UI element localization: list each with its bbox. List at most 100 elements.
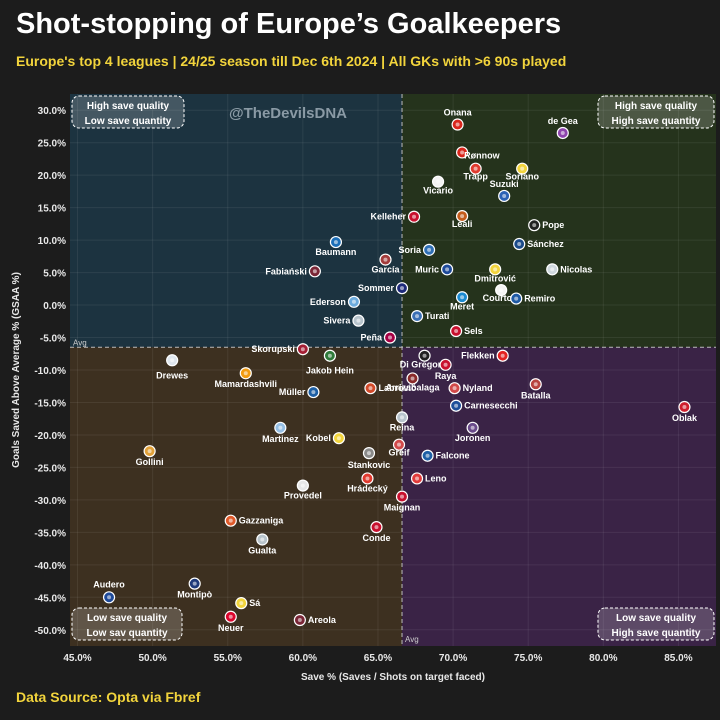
avg-label-horizontal: Avg xyxy=(73,338,87,347)
data-points: Onana de Gea Rønnow Trapp Soriano Vicario Suzu… xyxy=(93,108,698,633)
data-point: Reina xyxy=(390,411,416,432)
point-label: Rønnow xyxy=(464,150,500,160)
point-label: Maignan xyxy=(384,503,421,513)
data-point: Montipò xyxy=(177,577,213,600)
point-badge-center xyxy=(312,269,317,274)
data-point: Oblak xyxy=(672,400,698,423)
point-badge-center xyxy=(493,267,498,272)
point-badge-center xyxy=(533,382,538,387)
data-point: Sommer xyxy=(358,282,409,295)
quadrant-label-line: Low save quantity xyxy=(85,116,172,127)
point-badge-center xyxy=(443,362,448,367)
data-point: Peña xyxy=(360,331,397,344)
point-badge-center xyxy=(550,267,555,272)
data-point: Vicario xyxy=(423,175,453,196)
point-label: Arrizabalaga xyxy=(386,382,441,392)
point-badge-center xyxy=(454,403,459,408)
point-badge-center xyxy=(532,223,537,228)
point-badge-center xyxy=(400,415,405,420)
point-label: Turati xyxy=(425,311,449,321)
point-label: Reina xyxy=(390,422,416,432)
point-label: Leali xyxy=(452,219,473,229)
point-label: Hrádecký xyxy=(347,483,388,493)
x-tick-label: 60.0% xyxy=(289,653,317,664)
point-label: Soria xyxy=(399,245,423,255)
point-badge-center xyxy=(107,595,112,600)
data-point: Müller xyxy=(279,385,320,399)
quadrant-label-top-right: High save quality High save quantity xyxy=(597,95,715,129)
point-badge-center xyxy=(427,247,432,252)
point-label: Gollini xyxy=(136,457,164,467)
y-tick-label: -10.0% xyxy=(34,366,66,377)
y-tick-label: 5.0% xyxy=(43,269,66,280)
data-point: Falcone xyxy=(421,449,470,462)
y-tick-label: -35.0% xyxy=(34,528,66,539)
point-label: Nicolas xyxy=(560,264,592,274)
y-tick-label: -50.0% xyxy=(34,626,66,637)
quadrant-labels: High save quality Low save quantity High s… xyxy=(71,95,715,641)
point-badge-center xyxy=(473,166,478,171)
y-tick-label: -20.0% xyxy=(34,431,66,442)
quadrant-label-line: Low save quality xyxy=(87,613,167,624)
point-badge-center xyxy=(425,453,430,458)
point-badge-center xyxy=(455,122,460,127)
point-badge-center xyxy=(436,179,441,184)
quadrant-label-line: Low save quality xyxy=(616,613,696,624)
x-tick-label: 85.0% xyxy=(664,653,692,664)
x-tick-label: 80.0% xyxy=(589,653,617,664)
data-point: Jakob Hein xyxy=(306,349,354,376)
y-tick-label: -40.0% xyxy=(34,561,66,572)
quadrant-top-left xyxy=(70,94,403,348)
data-point: Rønnow xyxy=(456,146,501,160)
point-badge-center xyxy=(460,150,465,155)
data-point: Soria xyxy=(399,243,436,256)
point-label: Pope xyxy=(542,220,564,230)
data-point: Courtois xyxy=(483,284,520,303)
data-point: Gualta xyxy=(248,533,277,555)
data-point: Fabiański xyxy=(265,265,321,278)
point-label: Vicario xyxy=(423,186,453,196)
point-badge-center xyxy=(260,537,265,542)
data-point: Baumann xyxy=(315,235,356,257)
point-label: Kelleher xyxy=(371,212,407,222)
quadrant-label-bottom-left: Low save quality Low sav quantity xyxy=(71,607,183,641)
point-badge-center xyxy=(239,601,244,606)
quadrant-label-box xyxy=(597,95,715,129)
data-point: Dmitrović xyxy=(474,263,516,283)
point-label: Sivera xyxy=(323,316,351,326)
point-badge-center xyxy=(336,436,341,441)
point-badge-center xyxy=(560,130,565,135)
y-tick-label: 0.0% xyxy=(43,301,66,312)
point-badge-center xyxy=(410,376,415,381)
data-point: Sels xyxy=(449,324,483,338)
x-tick-label: 55.0% xyxy=(214,653,242,664)
data-point: Meret xyxy=(450,291,474,311)
point-badge-center xyxy=(311,390,316,395)
point-label: Oblak xyxy=(672,413,698,423)
point-badge-center xyxy=(300,483,305,488)
quadrant-label-bottom-right: Low save quality High save quantity xyxy=(597,607,715,641)
point-label: Sá xyxy=(249,598,261,608)
data-point: Flekken xyxy=(461,349,509,362)
data-point: Neuer xyxy=(218,610,244,633)
data-point: Pope xyxy=(528,219,564,232)
point-label: Soriano xyxy=(505,172,539,182)
point-badge-center xyxy=(400,286,405,291)
data-point: Suzuki xyxy=(490,179,519,203)
point-badge-center xyxy=(397,442,402,447)
quadrant-label-line: High save quality xyxy=(615,101,698,112)
point-badge-center xyxy=(383,257,388,262)
data-point: Hrádecký xyxy=(347,472,388,493)
point-label: Sánchez xyxy=(527,239,564,249)
data-point: Ederson xyxy=(310,295,361,308)
point-label: Sels xyxy=(464,326,483,336)
data-source: Data Source: Opta via Fbref xyxy=(16,689,201,705)
point-label: Gazzaniga xyxy=(239,516,285,526)
point-badge-center xyxy=(147,449,152,454)
point-label: Raya xyxy=(435,371,458,381)
point-badge-center xyxy=(333,240,338,245)
x-axis-label: Save % (Saves / Shots on target faced) xyxy=(301,672,485,683)
data-point: Labrović xyxy=(364,382,416,395)
data-point: de Gea xyxy=(548,116,579,140)
point-label: Labrović xyxy=(378,383,416,393)
